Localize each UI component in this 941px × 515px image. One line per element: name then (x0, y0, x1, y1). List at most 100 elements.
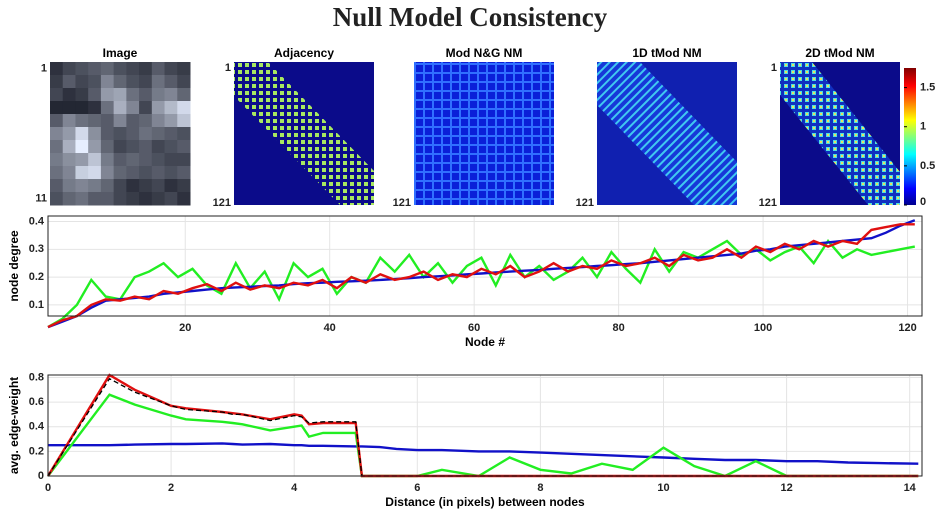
x-tick-label: 12 (780, 482, 792, 494)
cell (165, 166, 178, 180)
y-tick-label: 0.3 (29, 243, 44, 255)
cell (88, 140, 101, 154)
cell (126, 88, 139, 102)
cell (101, 88, 114, 102)
x-axis-label: Node # (465, 335, 505, 349)
cell (63, 88, 76, 102)
cell (139, 62, 152, 76)
y-tick-label: 0.6 (29, 396, 44, 408)
cell (126, 153, 139, 167)
cell (177, 101, 190, 115)
cell (75, 179, 88, 193)
cell (88, 166, 101, 180)
cell (114, 140, 127, 154)
tick-label: 0 (920, 196, 926, 208)
cell (50, 62, 63, 76)
y-tick-label: 0.2 (29, 271, 44, 283)
cell (75, 166, 88, 180)
cell (88, 114, 101, 128)
y-tick-label: 0 (38, 470, 44, 482)
cell (101, 101, 114, 115)
panel-title: 2D tMod NM (805, 46, 874, 60)
cell (63, 179, 76, 193)
cell (139, 179, 152, 193)
cell (88, 88, 101, 102)
cell (50, 192, 63, 206)
cell (139, 153, 152, 167)
cell (75, 101, 88, 115)
cell (139, 101, 152, 115)
y-tick-label: 0.4 (29, 215, 45, 227)
cell (50, 166, 63, 180)
cell (126, 179, 139, 193)
cell (139, 166, 152, 180)
tick-label: 1.5 (920, 81, 935, 93)
tick-label: 121 (576, 197, 594, 209)
x-tick-label: 100 (754, 322, 772, 334)
cell (50, 88, 63, 102)
x-tick-label: 14 (904, 482, 917, 494)
tick-label: 1 (41, 62, 47, 74)
cell (177, 127, 190, 141)
cell (126, 192, 139, 206)
cell (88, 153, 101, 167)
matrix-decoration (234, 62, 900, 205)
cell (101, 140, 114, 154)
cell (63, 114, 76, 128)
cell (165, 179, 178, 193)
cell (177, 75, 190, 89)
cell (88, 179, 101, 193)
y-tick-label: 0.8 (29, 371, 44, 383)
cell (177, 153, 190, 167)
cell (165, 62, 178, 76)
page: {"title":"Null Model Consistency", "char… (0, 0, 941, 515)
x-tick-label: 60 (468, 322, 480, 334)
cell (114, 153, 127, 167)
y-tick-label: 0.4 (29, 421, 45, 433)
cell (75, 114, 88, 128)
cell (101, 166, 114, 180)
cell (177, 140, 190, 154)
cell (177, 114, 190, 128)
cell (152, 114, 165, 128)
tick-label: 121 (759, 197, 777, 209)
cell (75, 62, 88, 76)
cell (63, 166, 76, 180)
cell (50, 140, 63, 154)
cell (139, 127, 152, 141)
tick-label: 1 (771, 62, 777, 74)
cell (114, 75, 127, 89)
y-axis-label: node degree (7, 230, 21, 302)
x-tick-label: 4 (291, 482, 298, 494)
cell (126, 140, 139, 154)
cell (152, 192, 165, 206)
cell (165, 140, 178, 154)
cell (88, 192, 101, 206)
cell (139, 88, 152, 102)
cell (75, 140, 88, 154)
tick-label: 11 (35, 192, 47, 204)
cell (126, 101, 139, 115)
cell (75, 75, 88, 89)
cell (50, 179, 63, 193)
cell (63, 127, 76, 141)
cell (101, 153, 114, 167)
cell (114, 88, 127, 102)
cell (114, 62, 127, 76)
cell (114, 127, 127, 141)
cell (101, 114, 114, 128)
cell (177, 179, 190, 193)
cell (101, 127, 114, 141)
cell (75, 153, 88, 167)
cell (114, 192, 127, 206)
cell (88, 127, 101, 141)
figure-title: Null Model Consistency (333, 2, 608, 32)
x-tick-label: 40 (324, 322, 336, 334)
y-axis-label: avg. edge-weight (7, 377, 21, 474)
cell (75, 127, 88, 141)
cell (63, 62, 76, 76)
panel-title: Image (103, 46, 138, 60)
y-tick-label: 0.2 (29, 445, 44, 457)
cell (114, 101, 127, 115)
x-tick-label: 120 (898, 322, 916, 334)
